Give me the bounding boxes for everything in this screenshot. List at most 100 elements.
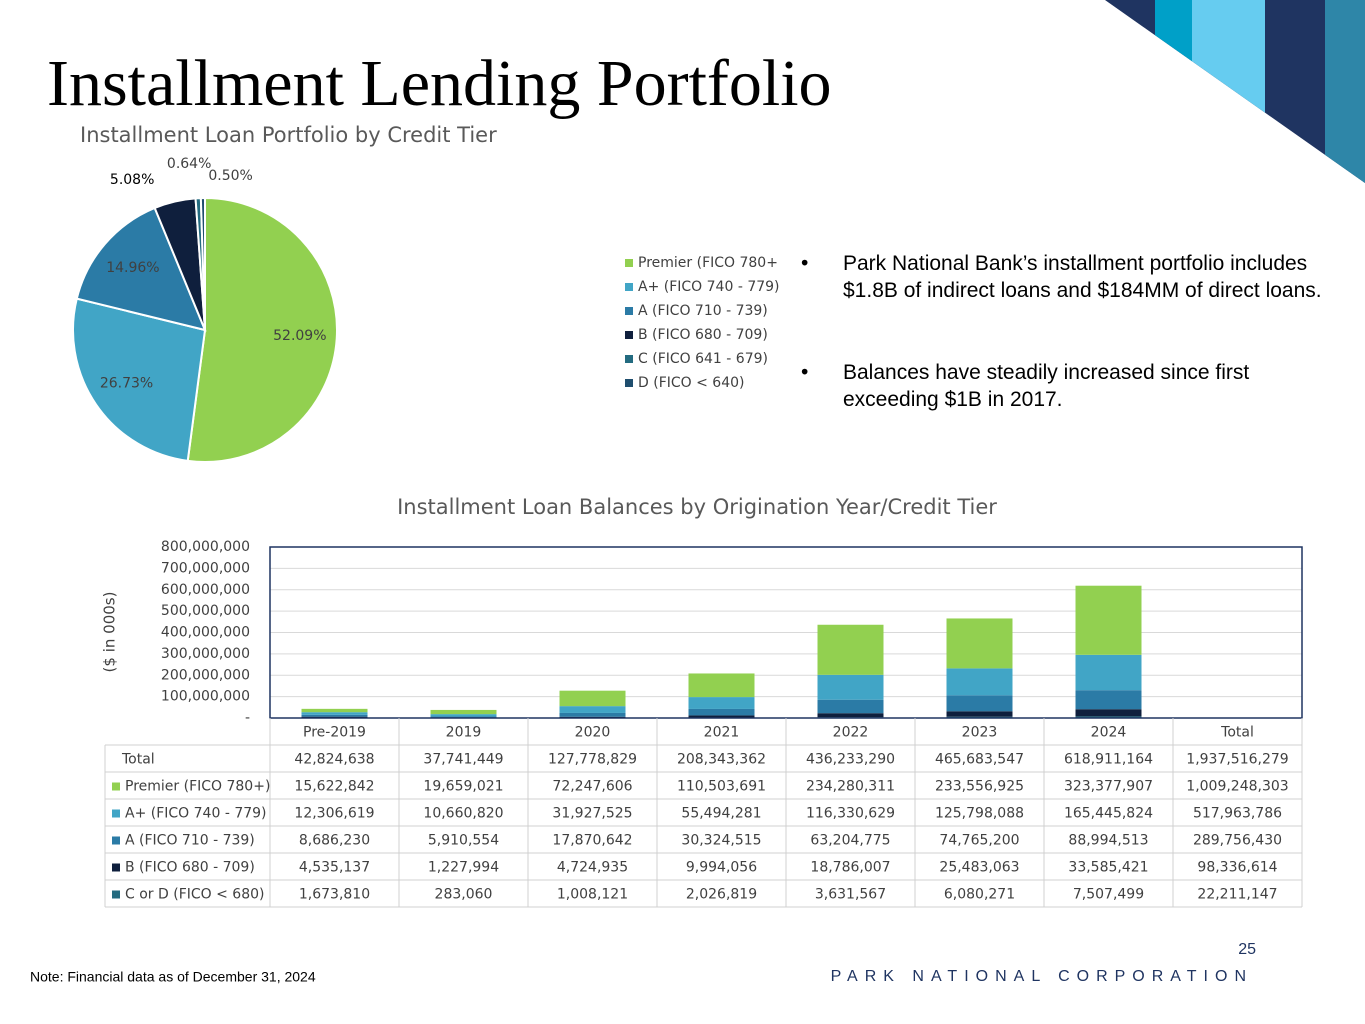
bar-segment bbox=[1075, 709, 1142, 717]
table-cell: 465,683,547 bbox=[935, 752, 1024, 768]
y-tick-label: 500,000,000 bbox=[161, 603, 250, 619]
row-swatch bbox=[112, 863, 120, 872]
legend-swatch bbox=[625, 355, 633, 363]
table-cell: 31,927,525 bbox=[552, 806, 632, 822]
y-axis-label: ($ in 000s) bbox=[101, 592, 119, 673]
legend-swatch bbox=[625, 307, 633, 315]
bar-segment bbox=[301, 716, 368, 718]
table-cell: 88,994,513 bbox=[1068, 833, 1148, 849]
y-tick-label: 200,000,000 bbox=[161, 667, 250, 683]
note: Note: Financial data as of December 31, … bbox=[30, 969, 316, 985]
bar-segment bbox=[688, 708, 755, 716]
table-cell: 6,080,271 bbox=[944, 887, 1015, 903]
bar-segment bbox=[946, 668, 1013, 696]
pie-label: 0.64% bbox=[167, 156, 211, 172]
slide-title: Installment Lending Portfolio bbox=[47, 47, 832, 120]
table-cell: 15,622,842 bbox=[294, 779, 374, 795]
y-tick-label: 400,000,000 bbox=[161, 625, 250, 641]
bar-segment bbox=[301, 714, 368, 717]
table-cell: 2,026,819 bbox=[686, 887, 757, 903]
table-cell: 1,008,121 bbox=[557, 887, 628, 903]
bar-segment bbox=[817, 624, 884, 675]
bullet-text: Park National Bank’s installment portfol… bbox=[843, 252, 1322, 302]
bar-segment bbox=[688, 697, 755, 709]
table-cell: 9,994,056 bbox=[686, 860, 757, 876]
pie-label: 52.09% bbox=[273, 328, 326, 344]
table-cell: 283,060 bbox=[435, 887, 493, 903]
y-tick-label: 800,000,000 bbox=[161, 539, 250, 555]
table-cell: 125,798,088 bbox=[935, 806, 1024, 822]
bar-segment bbox=[430, 716, 497, 718]
pie-slice bbox=[186, 196, 339, 463]
table-cell: 234,280,311 bbox=[806, 779, 895, 795]
column-header: 2022 bbox=[833, 725, 869, 741]
bar-segment bbox=[688, 715, 755, 718]
table-cell: 233,556,925 bbox=[935, 779, 1024, 795]
table-cell: 116,330,629 bbox=[806, 806, 895, 822]
table-cell: 17,870,642 bbox=[552, 833, 632, 849]
bar-segment bbox=[430, 709, 497, 715]
row-swatch bbox=[112, 836, 120, 845]
bar-segment bbox=[946, 711, 1013, 717]
table-cell: 4,535,137 bbox=[299, 860, 370, 876]
legend-swatch bbox=[625, 283, 633, 291]
bullet-line: $1.8B of indirect loans and $184MM of di… bbox=[843, 279, 1322, 302]
table-cell: 25,483,063 bbox=[939, 860, 1019, 876]
bullet-line: exceeding $1B in 2017. bbox=[843, 388, 1063, 411]
table-cell: 1,227,994 bbox=[428, 860, 499, 876]
table-cell: 42,824,638 bbox=[294, 752, 374, 768]
row-label: Premier (FICO 780+) bbox=[125, 779, 270, 795]
bar-segment bbox=[946, 618, 1013, 669]
legend-swatch bbox=[625, 331, 633, 339]
footer: PARK NATIONAL CORPORATION bbox=[831, 968, 1253, 985]
table-cell: 55,494,281 bbox=[681, 806, 761, 822]
pie-label: 0.50% bbox=[208, 168, 252, 184]
bullet-line: Balances have steadily increased since f… bbox=[843, 361, 1249, 384]
table-cell: 12,306,619 bbox=[294, 806, 374, 822]
table-cell: 30,324,515 bbox=[681, 833, 761, 849]
page-number: 25 bbox=[1238, 941, 1256, 958]
column-header: 2020 bbox=[575, 725, 611, 741]
bullet-dot: • bbox=[801, 361, 808, 384]
table-cell: 8,686,230 bbox=[299, 833, 370, 849]
bar-segment bbox=[430, 714, 497, 717]
pie-slice bbox=[72, 297, 207, 462]
pie-slice bbox=[75, 206, 207, 332]
table-cell: 37,741,449 bbox=[423, 752, 503, 768]
y-tick-label: 600,000,000 bbox=[161, 582, 250, 598]
column-header: Pre-2019 bbox=[303, 725, 366, 741]
row-label: A (FICO 710 - 739) bbox=[125, 833, 255, 849]
bullet-text: Balances have steadily increased since f… bbox=[843, 361, 1249, 411]
table-cell: 74,765,200 bbox=[939, 833, 1019, 849]
table-cell: 323,377,907 bbox=[1064, 779, 1153, 795]
legend-label: D (FICO < 640) bbox=[638, 375, 744, 391]
table-cell: 3,631,567 bbox=[815, 887, 886, 903]
bar-segment bbox=[559, 690, 626, 707]
bar-segment bbox=[301, 712, 368, 715]
bar-segment bbox=[1075, 654, 1142, 691]
row-label: C or D (FICO < 680) bbox=[125, 887, 264, 903]
row-label: B (FICO 680 - 709) bbox=[125, 860, 255, 876]
pie-label: 14.96% bbox=[106, 260, 159, 276]
pie-label: 5.08% bbox=[110, 172, 154, 188]
table-cell: 4,724,935 bbox=[557, 860, 628, 876]
bar-segment bbox=[946, 695, 1013, 712]
table-cell: 517,963,786 bbox=[1193, 806, 1282, 822]
row-label: Total bbox=[121, 752, 155, 768]
table-cell: 10,660,820 bbox=[423, 806, 503, 822]
table-cell: 618,911,164 bbox=[1064, 752, 1153, 768]
table-cell: 165,445,824 bbox=[1064, 806, 1153, 822]
table-cell: 33,585,421 bbox=[1068, 860, 1148, 876]
y-tick-label: - bbox=[245, 710, 250, 726]
table-cell: 289,756,430 bbox=[1193, 833, 1282, 849]
table-cell: 63,204,775 bbox=[810, 833, 890, 849]
y-tick-label: 700,000,000 bbox=[161, 560, 250, 576]
table-cell: 7,507,499 bbox=[1073, 887, 1144, 903]
row-swatch bbox=[112, 890, 120, 899]
table-cell: 110,503,691 bbox=[677, 779, 766, 795]
column-header: 2023 bbox=[962, 725, 998, 741]
bar-segment bbox=[1075, 716, 1142, 718]
table-cell: 5,910,554 bbox=[428, 833, 499, 849]
bar-segment bbox=[301, 708, 368, 713]
